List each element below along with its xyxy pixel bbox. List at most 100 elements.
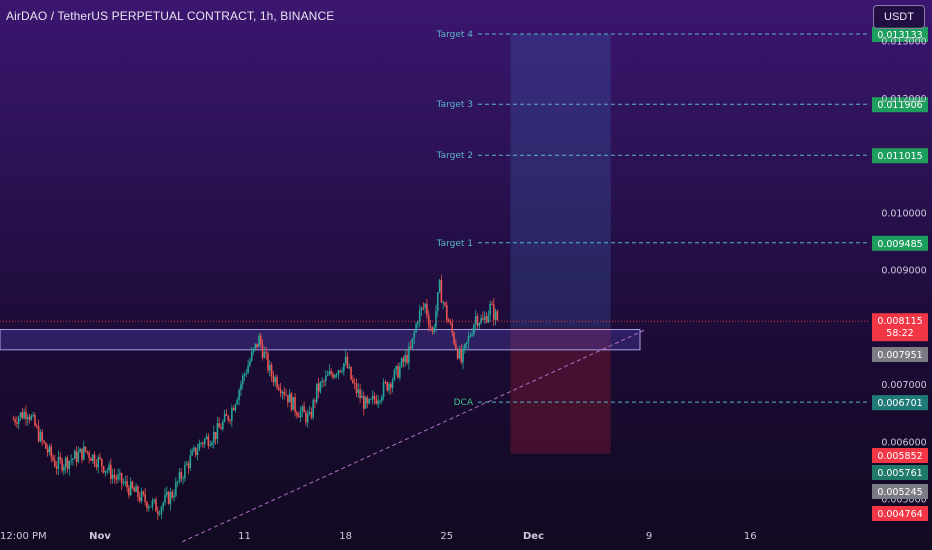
candle-body	[494, 311, 497, 320]
time-tick-label: 11	[238, 531, 251, 542]
candle	[173, 489, 175, 502]
candle-body	[77, 452, 80, 462]
position-profit-zone[interactable]	[510, 34, 611, 328]
candle	[17, 415, 20, 430]
candle	[169, 487, 172, 511]
candle	[137, 485, 139, 502]
price-tick-label: 0.012000	[881, 94, 926, 105]
candle	[283, 386, 286, 400]
dca-level[interactable]: DCA 0.006701	[454, 395, 928, 411]
candle	[362, 391, 365, 416]
level-label: DCA	[454, 398, 474, 408]
candle	[341, 367, 343, 374]
candle-body	[95, 464, 98, 468]
candle	[241, 373, 244, 390]
candle	[355, 378, 358, 398]
candle-body	[406, 355, 408, 363]
level-price-text: 0.009485	[877, 239, 922, 250]
candle	[247, 359, 249, 374]
target-level[interactable]: Target 4 0.013133	[436, 27, 928, 42]
target-level[interactable]: Target 1 0.009485	[436, 235, 928, 251]
candles	[12, 274, 499, 520]
candle-body	[388, 383, 390, 391]
candle-body	[400, 358, 403, 367]
price-tick-label: 0.007000	[881, 380, 926, 391]
candle	[418, 304, 421, 328]
candle-body	[254, 343, 257, 349]
support-zone[interactable]	[0, 329, 641, 351]
candle-body	[135, 486, 137, 492]
candle	[370, 397, 372, 400]
price-axis[interactable]: 0.013000 0.012000 0.010000 0.009000 0.007000…	[872, 37, 928, 521]
candle	[455, 339, 457, 350]
candle-body	[259, 335, 262, 345]
candle	[111, 468, 114, 484]
candle	[234, 403, 237, 413]
candle-body	[211, 442, 213, 445]
candle-body	[216, 423, 219, 440]
candle-body	[86, 450, 89, 453]
candle-body	[469, 335, 472, 337]
ascending-trendline[interactable]	[182, 329, 645, 543]
target-level[interactable]: Target 2 0.011015	[436, 148, 928, 164]
candle	[187, 460, 190, 475]
candle	[294, 393, 296, 417]
candle-body	[28, 416, 31, 420]
support-zone-box[interactable]	[0, 329, 641, 351]
candle-body	[129, 481, 132, 496]
candle-body	[411, 338, 414, 348]
candle-body	[449, 322, 452, 324]
candle	[399, 362, 401, 381]
candle	[328, 364, 331, 376]
candle	[391, 377, 394, 393]
candle-body	[353, 382, 356, 384]
candle	[205, 433, 208, 440]
candle	[171, 489, 174, 500]
candle	[406, 350, 408, 365]
candle	[310, 407, 313, 420]
candle-body	[433, 327, 435, 332]
time-axis[interactable]: 12:00 PM Nov 11 18 25 Dec 9 16	[0, 531, 757, 542]
candle	[478, 322, 481, 329]
candle-body	[63, 466, 65, 471]
candle-body	[489, 303, 491, 316]
candle-body	[377, 400, 379, 404]
currency-button[interactable]: USDT	[873, 5, 925, 29]
trendline[interactable]	[182, 329, 645, 543]
candle-body	[106, 470, 109, 472]
candle	[449, 318, 452, 326]
candle-body	[391, 380, 394, 388]
candle-body	[409, 346, 412, 348]
candle	[268, 360, 271, 377]
candle-body	[310, 411, 313, 418]
candle	[494, 308, 497, 326]
candle-body	[380, 396, 383, 401]
candle-body	[61, 459, 63, 471]
candle-body	[267, 353, 269, 371]
candle-body	[404, 355, 407, 362]
support-price-text: 0.007951	[877, 350, 922, 361]
candle	[193, 445, 195, 453]
candle-body	[415, 323, 417, 333]
candle	[413, 329, 416, 344]
candle-body	[32, 414, 34, 416]
candle-body	[102, 466, 105, 473]
candle-body	[240, 384, 242, 391]
candle	[55, 461, 58, 475]
candle	[131, 480, 134, 490]
candle-body	[151, 500, 154, 507]
candle-body	[171, 491, 174, 498]
candle-body	[70, 460, 72, 462]
long-position-tool[interactable]	[510, 34, 611, 454]
target-levels[interactable]: Target 4 0.013133 Target 3 0.011906 Target 2…	[0, 27, 928, 411]
candle-body	[451, 323, 454, 333]
price-tick-label: 0.006000	[881, 437, 926, 448]
position-loss-zone[interactable]	[510, 327, 611, 454]
time-tick-label: 12:00 PM	[0, 531, 47, 542]
target-level[interactable]: Target 3 0.011906	[436, 97, 928, 113]
candle-body	[491, 303, 493, 305]
candle-body	[330, 371, 332, 375]
candle-body	[232, 408, 235, 411]
candle	[129, 477, 132, 497]
